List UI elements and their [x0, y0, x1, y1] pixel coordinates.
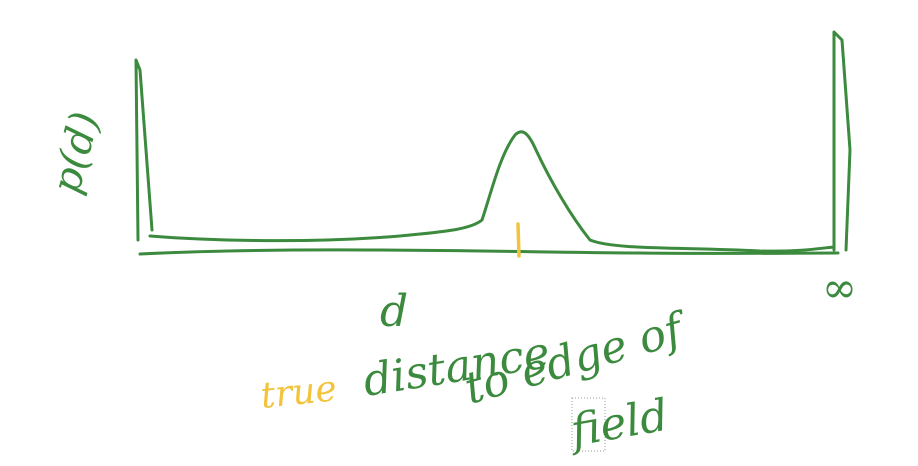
caption-line-3: field — [564, 390, 672, 458]
infinity-label: ∞ — [822, 263, 857, 312]
ink-selection-box — [571, 397, 606, 452]
hand-drawn-sketch: p(d) d ∞ true distance to edge of field — [43, 30, 857, 458]
true-distance-tick — [516, 222, 521, 258]
caption-word-true: true — [259, 368, 339, 417]
x-axis-label: d — [380, 286, 408, 337]
y-axis-label: p(d) — [43, 107, 109, 199]
x-axis-line — [138, 248, 840, 256]
distribution-curve — [148, 130, 836, 253]
right-spike — [832, 30, 852, 252]
left-spike — [134, 58, 154, 242]
